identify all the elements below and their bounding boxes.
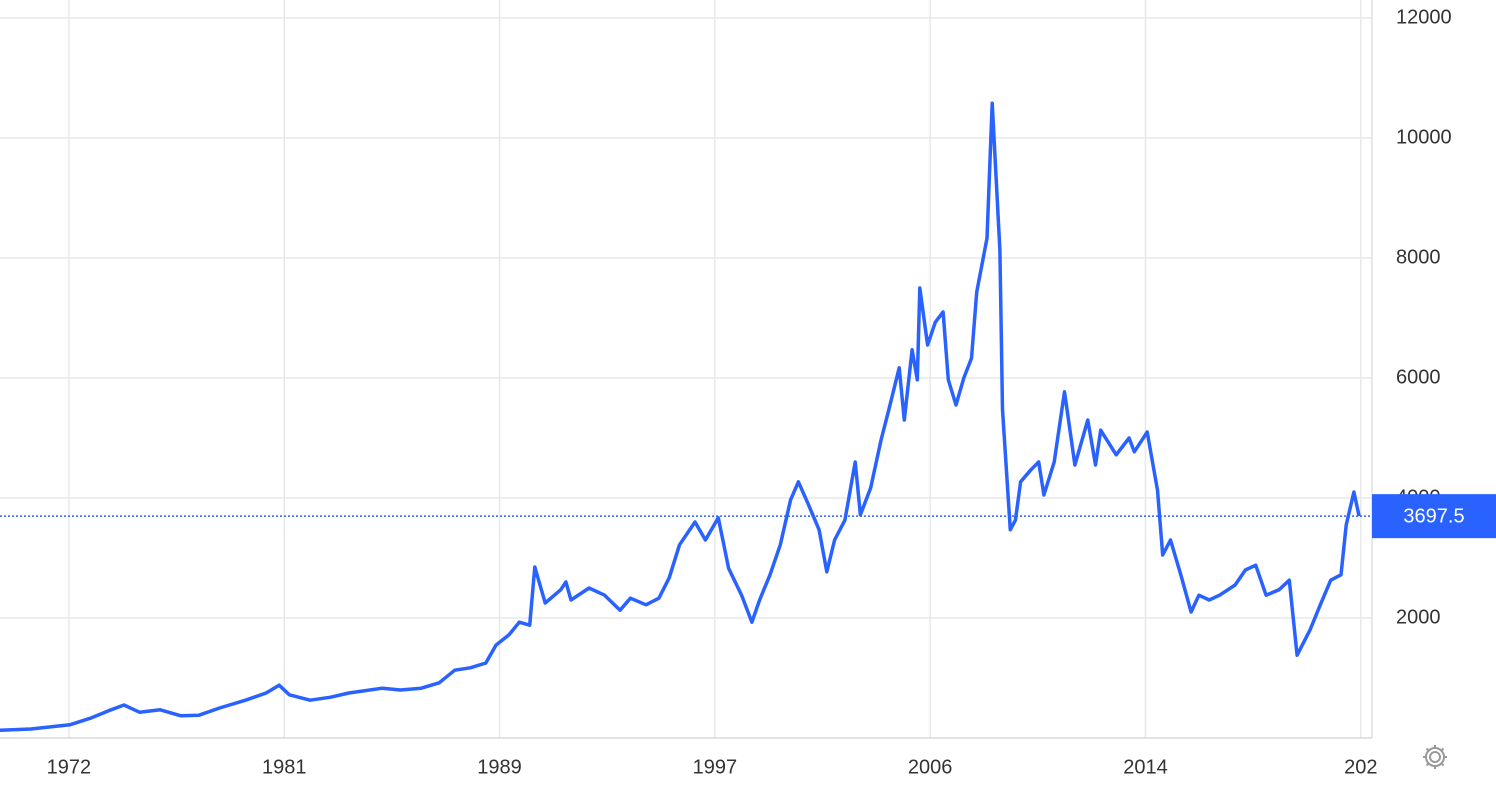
last-value-label: 3697.5 [1403,505,1464,527]
y-tick-label: 2000 [1396,606,1441,628]
price-line [0,101,1361,732]
last-value-box [1372,494,1496,539]
x-tick-label: 202 [1344,756,1377,778]
x-tick-label: 1997 [693,756,738,778]
y-tick-label: 8000 [1396,246,1441,268]
y-tick-label: 12000 [1396,6,1452,28]
x-tick-label: 2014 [1123,756,1168,778]
x-tick-label: 1972 [47,756,92,778]
settings-icon[interactable] [1423,745,1447,769]
x-tick-label: 2006 [908,756,953,778]
x-tick-label: 1989 [477,756,522,778]
y-tick-label: 10000 [1396,126,1452,148]
x-tick-label: 1981 [262,756,307,778]
y-tick-label: 6000 [1396,366,1441,388]
